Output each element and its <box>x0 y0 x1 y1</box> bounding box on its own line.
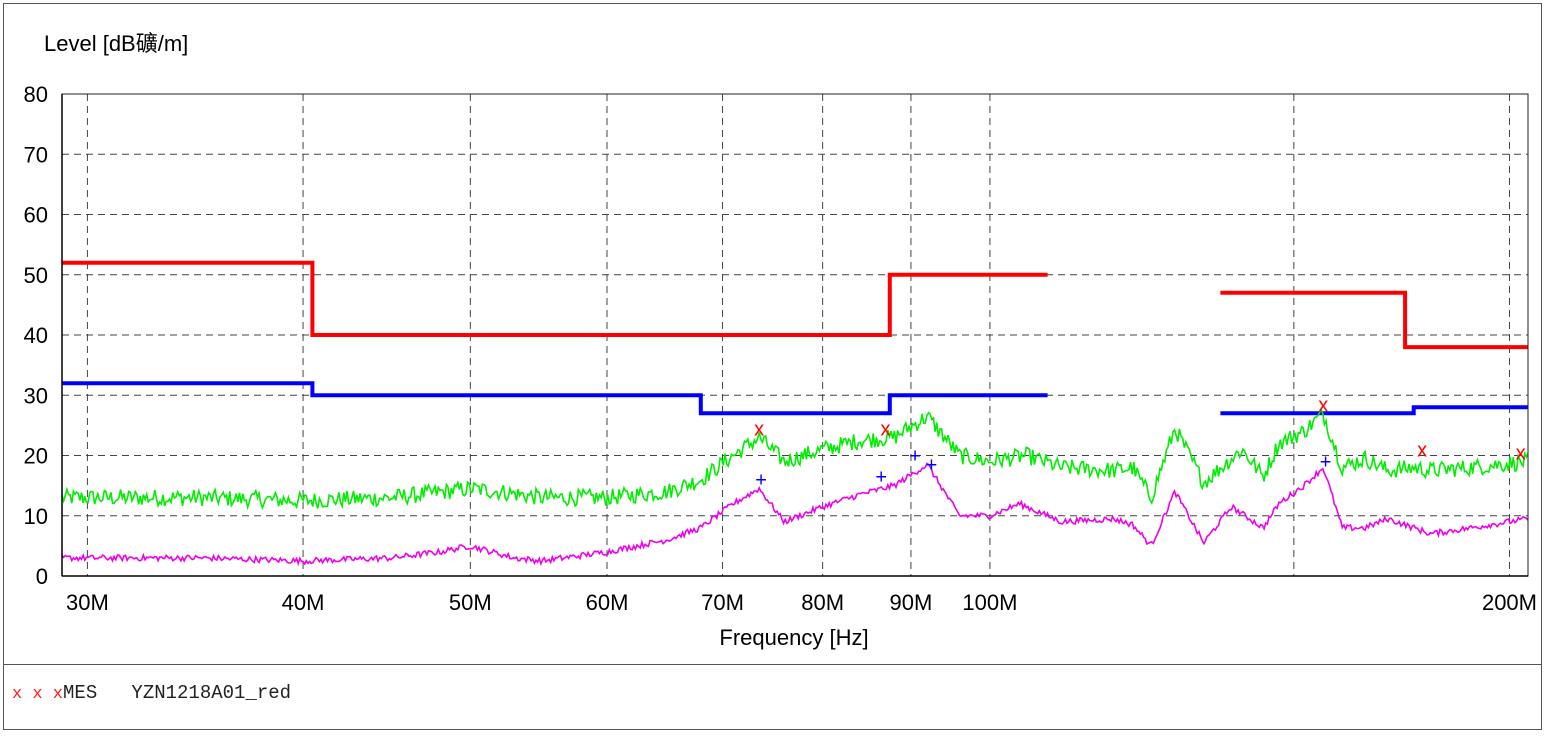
limit-qp-segment-0 <box>62 260 1048 337</box>
legend: x x xMES YZN1218A01_red <box>12 682 291 704</box>
x-tick-label-50M: 50M <box>449 590 492 615</box>
qp-marker-0: x <box>754 418 764 440</box>
limit-av-segment-0 <box>62 381 1048 416</box>
series <box>61 260 1529 567</box>
av-marker-0: + <box>755 470 767 492</box>
qp-marker-2: x <box>1318 394 1328 416</box>
y-tick-label-70: 70 <box>24 142 48 167</box>
x-axis-label: Frequency [Hz] <box>719 625 868 650</box>
legend-text: MES YZN1218A01_red <box>63 682 292 704</box>
peak-trace <box>61 406 1529 511</box>
y-tick-label-50: 50 <box>24 263 48 288</box>
y-tick-label-60: 60 <box>24 203 48 228</box>
axes: 0 10 20 30 40 50 60 70 80 30M 40M 50M 60M 70M 80M 90M 10… <box>24 82 1537 615</box>
x-tick-label-40M: 40M <box>282 590 325 615</box>
qp-marker-4: x <box>1516 442 1526 464</box>
x-tick-label-70M: 70M <box>701 590 744 615</box>
x-tick-label-80M: 80M <box>801 590 844 615</box>
qp-marker-1: x <box>881 418 891 440</box>
av-marker-2: + <box>909 446 921 468</box>
x-tick-label-90M: 90M <box>890 590 933 615</box>
av-marker-4: + <box>1320 452 1332 474</box>
y-tick-label-40: 40 <box>24 323 48 348</box>
x-tick-label-200M: 200M <box>1482 590 1537 615</box>
y-tick-label-30: 30 <box>24 383 48 408</box>
limit-qp-segment-1 <box>1220 290 1528 350</box>
x-tick-label-100M: 100M <box>962 590 1017 615</box>
x-tick-label-30M: 30M <box>66 590 109 615</box>
legend-divider <box>3 664 1542 665</box>
chart-frame <box>3 3 1542 730</box>
legend-marker-symbols: x x x <box>12 685 64 704</box>
y-tick-label-0: 0 <box>36 564 48 589</box>
average-trace <box>61 462 1529 567</box>
qp-marker-3: x <box>1417 439 1427 461</box>
x-tick-label-60M: 60M <box>586 590 629 615</box>
y-tick-label-20: 20 <box>24 444 48 469</box>
limit-av-segment-1 <box>1220 405 1528 416</box>
markers: x xxx x+ ++ + + <box>754 394 1526 491</box>
y-axis-label: Level [dB礦/m] <box>44 31 188 56</box>
y-tick-label-80: 80 <box>24 82 48 107</box>
av-marker-3: + <box>926 455 938 477</box>
y-tick-label-10: 10 <box>24 504 48 529</box>
av-marker-1: + <box>875 467 887 489</box>
